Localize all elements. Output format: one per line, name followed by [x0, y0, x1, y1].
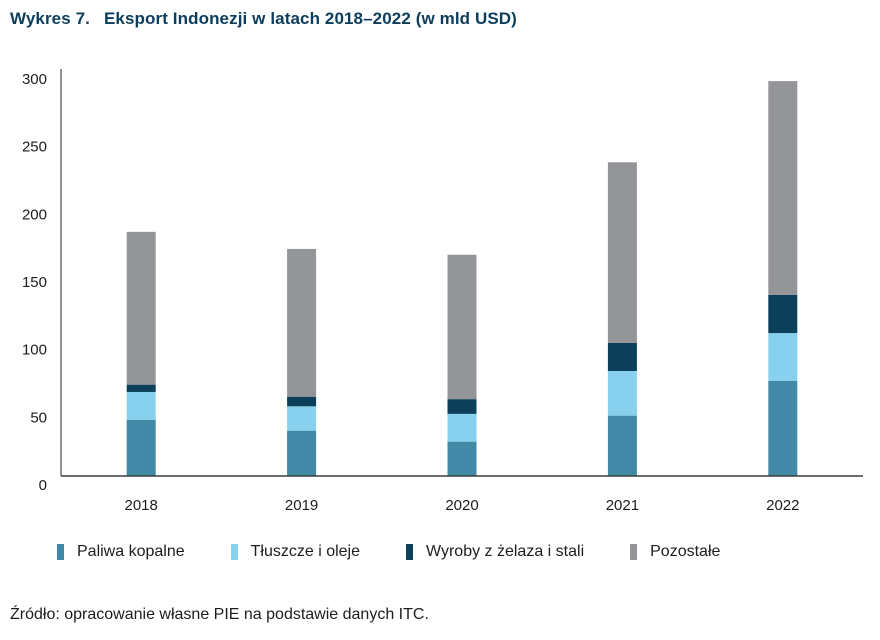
bar-segment — [607, 370, 637, 416]
x-tick-label: 2019 — [285, 497, 318, 514]
y-tick-label: 100 — [22, 342, 47, 359]
legend-label: Tłuszcze i oleje — [250, 543, 360, 560]
stacked-bar-chart: 0 50 100 150 200 250 300 2018 2019 2020 2021 2022 — [22, 69, 863, 514]
bar-segment — [607, 162, 637, 343]
bar-segment — [607, 415, 637, 476]
bar-stack-2020 — [447, 254, 477, 476]
x-tick-label: 2022 — [766, 497, 799, 514]
legend-item: Wyroby z żelaza i stali — [406, 543, 584, 561]
bar-segment — [447, 254, 477, 400]
y-tick-label: 200 — [22, 206, 47, 223]
legend-swatch — [630, 544, 638, 560]
bar-segment — [447, 413, 477, 442]
bar-stack-2018 — [126, 231, 156, 476]
x-tick-label: 2018 — [125, 497, 158, 514]
legend-item: Paliwa kopalne — [57, 543, 185, 561]
bar-segment — [287, 248, 317, 397]
x-tick-label: 2021 — [606, 497, 639, 514]
y-tick-label: 250 — [22, 139, 47, 156]
bar-segment — [287, 406, 317, 431]
bar-segment — [126, 419, 156, 476]
bar-stack-2022 — [768, 81, 798, 476]
y-tick-label: 50 — [30, 409, 47, 426]
bar-segment — [768, 380, 798, 476]
x-tick-label: 2020 — [445, 497, 478, 514]
legend-swatch — [406, 544, 413, 560]
bar-segment — [126, 391, 156, 420]
bars — [126, 81, 798, 476]
figure-number: Wykres 7. — [10, 9, 90, 28]
legend-label: Pozostałe — [650, 543, 721, 560]
bar-segment — [447, 399, 477, 414]
legend-item: Pozostałe — [630, 543, 720, 561]
bar-segment — [287, 430, 317, 476]
bar-segment — [126, 231, 156, 385]
y-tick-label: 300 — [22, 71, 47, 88]
legend-item: Tłuszcze i oleje — [230, 543, 360, 561]
figure-title: Eksport Indonezji w latach 2018–2022 (w … — [103, 9, 517, 28]
bar-segment — [126, 384, 156, 392]
bar-segment — [287, 396, 317, 407]
y-axis-ticks: 0 50 100 150 200 250 300 — [22, 71, 47, 494]
chart-title: Wykres 7. Eksport Indonezji w latach 2018… — [10, 9, 517, 29]
bar-segment — [768, 333, 798, 381]
legend-swatch — [230, 544, 238, 560]
bar-stack-2021 — [607, 162, 637, 476]
legend-label: Paliwa kopalne — [77, 543, 185, 560]
bar-segment — [768, 81, 798, 295]
bar-segment — [607, 342, 637, 371]
y-tick-label: 150 — [22, 274, 47, 291]
legend: Paliwa kopalne Tłuszcze i oleje Wyroby z ż… — [57, 543, 766, 561]
bar-stack-2019 — [287, 248, 317, 476]
x-axis-ticks: 2018 2019 2020 2021 2022 — [125, 497, 800, 514]
legend-label: Wyroby z żelaza i stali — [426, 543, 585, 560]
bar-segment — [447, 441, 477, 476]
bar-segment — [768, 294, 798, 334]
y-tick-label: 0 — [39, 477, 47, 494]
legend-swatch — [57, 544, 64, 560]
source-note: Źródło: opracowanie własne PIE na podsta… — [10, 606, 429, 623]
